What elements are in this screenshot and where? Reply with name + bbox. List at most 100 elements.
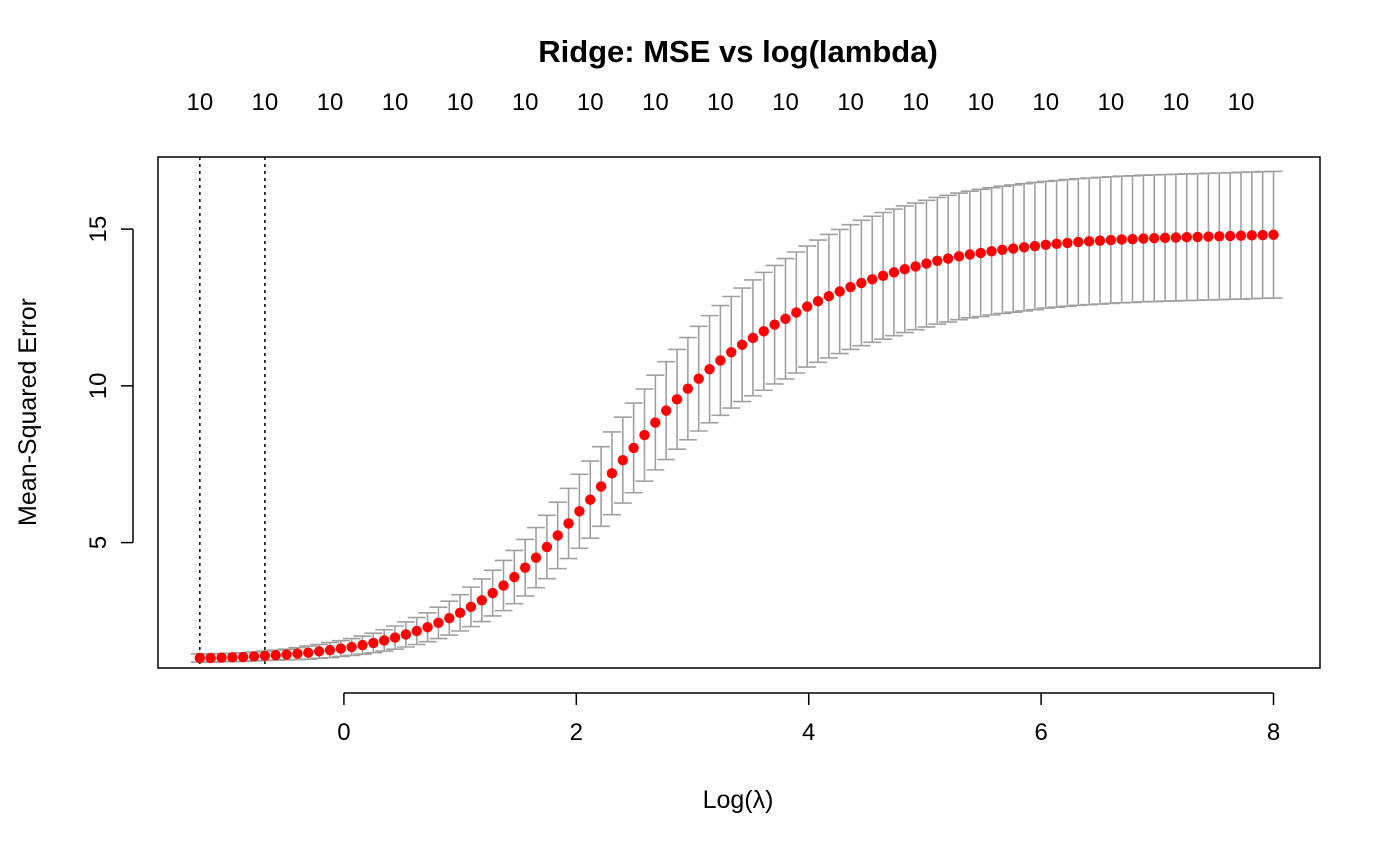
mse-point [671, 394, 683, 405]
mse-point [509, 571, 520, 583]
mse-point [313, 646, 325, 657]
mse-point [758, 326, 769, 337]
mse-point [769, 319, 780, 330]
top-tick-label: 10 [317, 89, 344, 116]
mse-point [574, 506, 585, 517]
top-tick-label: 10 [447, 89, 474, 116]
mse-point [1040, 239, 1051, 250]
x-tick-label: 0 [337, 719, 350, 746]
mse-point [1203, 231, 1214, 242]
top-tick-label: 10 [577, 89, 604, 116]
x-tick-label: 2 [570, 719, 583, 746]
mse-point [1008, 243, 1019, 254]
mse-point [595, 481, 607, 492]
x-tick-label: 6 [1034, 719, 1047, 746]
mse-point [292, 648, 303, 659]
mse-point [465, 601, 477, 613]
mse-point [921, 258, 932, 269]
mse-point [953, 251, 965, 262]
mse-point [877, 270, 889, 282]
mse-point [617, 454, 628, 466]
mse-point [563, 518, 574, 529]
mse-point [303, 647, 314, 658]
mse-point [693, 373, 704, 384]
mse-point [205, 652, 216, 664]
top-tick-label: 10 [512, 89, 539, 116]
mse-point [1192, 231, 1203, 243]
mse-point [823, 290, 835, 302]
mse-point [628, 442, 639, 454]
mse-point [682, 383, 694, 394]
mse-point [780, 313, 791, 324]
mse-point [791, 307, 802, 318]
mse-point [726, 347, 737, 358]
mse-point [487, 587, 498, 599]
mse-point [1127, 233, 1138, 245]
mse-point [585, 494, 596, 505]
mse-point [1224, 230, 1236, 242]
top-tick-label: 10 [967, 89, 994, 116]
mse-point [736, 339, 748, 350]
mse-point [986, 246, 997, 257]
mse-point [444, 612, 455, 624]
mse-point [433, 617, 444, 629]
mse-point [368, 637, 379, 649]
mse-point [1073, 236, 1084, 248]
mse-point [932, 255, 943, 266]
mse-point [1214, 231, 1225, 242]
mse-point [541, 541, 553, 553]
mse-point [1170, 232, 1182, 243]
top-tick-label: 10 [642, 89, 669, 116]
error-bars [190, 170, 1283, 663]
top-tick-label: 10 [902, 89, 929, 116]
mse-point [1246, 230, 1258, 241]
x-axis: 0 2 4 6 8 [337, 692, 1280, 746]
mse-point [606, 468, 618, 479]
mse-point [238, 651, 249, 663]
top-tick-label: 10 [772, 89, 799, 116]
mse-point [834, 286, 845, 297]
mse-point [227, 652, 238, 663]
mse-point [422, 622, 433, 633]
mse-points [194, 229, 1279, 664]
y-axis-label: Mean-Squared Error [14, 298, 42, 526]
mse-point [194, 652, 206, 664]
mse-point [1083, 236, 1095, 247]
x-tick-label: 8 [1267, 719, 1280, 746]
selected-lambda-lines [199, 157, 266, 668]
mse-point [867, 274, 878, 285]
top-tick-label: 10 [252, 89, 279, 116]
top-axis: 10 10 10 10 10 10 10 10 10 10 10 10 10 10 10 10 10 [186, 89, 1254, 116]
mse-point [519, 562, 531, 573]
top-tick-label: 10 [1163, 89, 1190, 116]
mse-point [552, 530, 563, 541]
mse-point [476, 595, 488, 606]
chart-title: Ridge: MSE vs log(lambda) [538, 34, 938, 69]
mse-point [964, 249, 976, 260]
mse-point [856, 277, 867, 289]
mse-point [704, 364, 715, 375]
mse-point [801, 301, 813, 312]
mse-point [1138, 233, 1149, 244]
mse-point [1149, 232, 1160, 244]
mse-point [899, 264, 910, 275]
mse-point [335, 643, 347, 654]
mse-point [1257, 229, 1268, 241]
mse-point [498, 580, 509, 591]
mse-point [888, 267, 900, 278]
mse-point [400, 629, 412, 640]
mse-point [324, 644, 336, 656]
mse-point [216, 652, 227, 663]
mse-point [1018, 242, 1030, 253]
mse-point [1181, 232, 1192, 243]
mse-point [259, 650, 271, 661]
mse-point [650, 417, 661, 428]
mse-point [1116, 234, 1127, 245]
mse-point [747, 332, 759, 344]
mse-point [357, 639, 368, 651]
mse-point [812, 296, 824, 307]
mse-point [1235, 230, 1247, 241]
x-axis-label: Log(λ) [703, 786, 774, 814]
mse-point [379, 635, 390, 646]
